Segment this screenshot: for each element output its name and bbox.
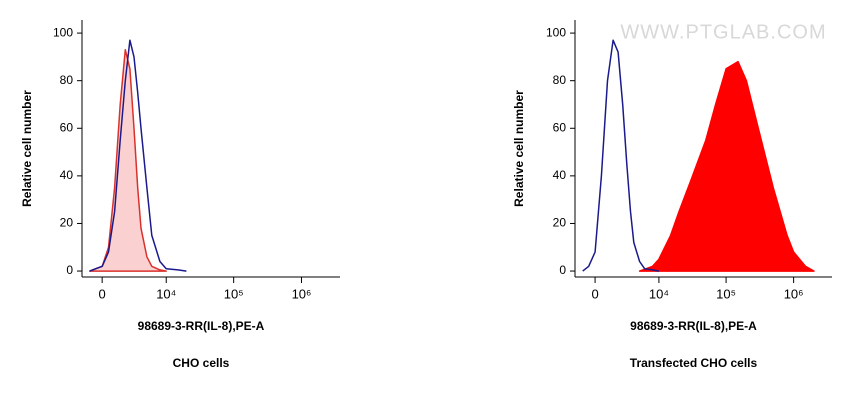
y-tick-label: 80	[60, 73, 74, 87]
x-tick-label: 10⁵	[224, 286, 244, 301]
y-tick-label: 40	[60, 168, 74, 182]
histogram-curve	[88, 48, 167, 272]
watermark: WWW.PTGLAB.COM	[620, 21, 826, 43]
x-tick-label: 10⁶	[292, 286, 312, 301]
x-tick-label: 0	[99, 286, 106, 301]
y-tick-label: 40	[553, 168, 567, 182]
histogram-curve	[638, 60, 815, 272]
x-tick-label: 10⁴	[649, 286, 669, 301]
y-axis-label: Relative cell number	[20, 90, 34, 207]
x-tick-label: 10⁶	[784, 286, 804, 301]
histogram-curve	[582, 39, 660, 272]
x-tick-label: 10⁴	[156, 286, 176, 301]
y-tick-label: 20	[553, 216, 567, 230]
x-axis-label: 98689-3-RR(IL-8),PE-A	[138, 319, 265, 333]
caption: Transfected CHO cells	[630, 356, 758, 370]
y-tick-label: 0	[66, 263, 73, 277]
y-tick-label: 60	[553, 120, 567, 134]
x-tick-label: 10⁵	[716, 286, 736, 301]
y-axis-label: Relative cell number	[512, 90, 526, 207]
y-tick-label: 100	[53, 25, 73, 39]
y-tick-label: 20	[60, 216, 74, 230]
y-tick-label: 60	[60, 120, 74, 134]
x-axis-label: 98689-3-RR(IL-8),PE-A	[630, 319, 757, 333]
y-tick-label: 100	[546, 25, 566, 39]
histogram-curve	[89, 39, 187, 272]
y-tick-label: 80	[553, 73, 567, 87]
y-tick-label: 0	[559, 263, 566, 277]
x-tick-label: 0	[591, 286, 598, 301]
caption: CHO cells	[173, 356, 230, 370]
